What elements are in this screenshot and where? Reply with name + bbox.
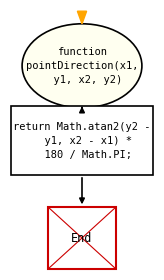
- Text: function
pointDirection(x1,
  y1, x2, y2): function pointDirection(x1, y1, x2, y2): [26, 47, 138, 85]
- Text: return Math.atan2(y2 -
  y1, x2 - x1) *
  180 / Math.PI;: return Math.atan2(y2 - y1, x2 - x1) * 18…: [13, 122, 151, 160]
- Text: End: End: [71, 232, 93, 244]
- FancyBboxPatch shape: [48, 207, 116, 269]
- FancyBboxPatch shape: [11, 106, 153, 175]
- Polygon shape: [77, 11, 87, 24]
- Ellipse shape: [22, 24, 142, 108]
